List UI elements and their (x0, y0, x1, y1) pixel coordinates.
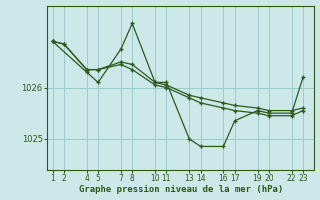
X-axis label: Graphe pression niveau de la mer (hPa): Graphe pression niveau de la mer (hPa) (78, 185, 283, 194)
